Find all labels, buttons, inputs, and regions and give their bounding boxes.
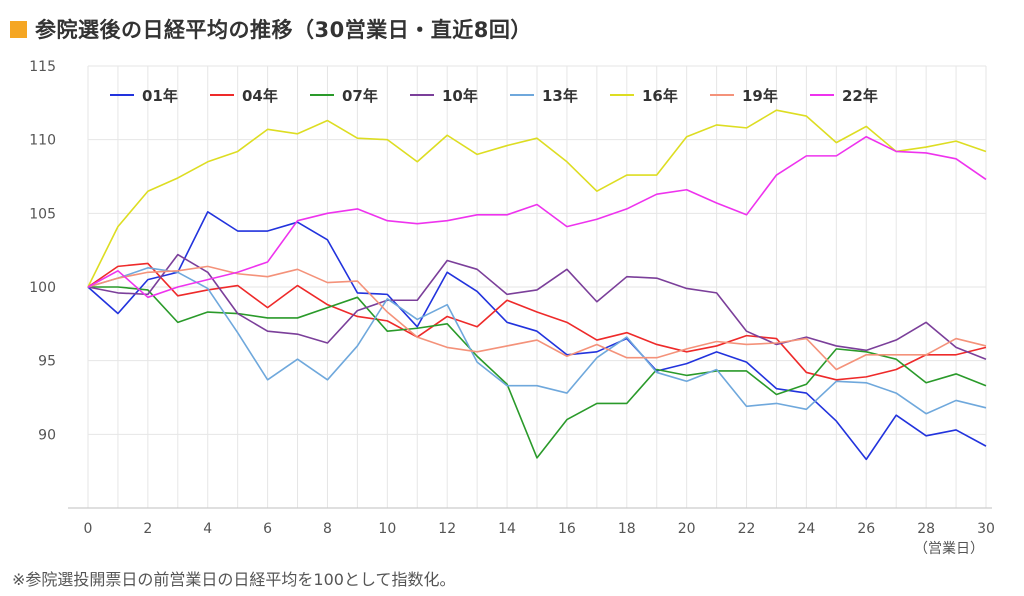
series-line-04年	[87, 262, 987, 381]
legend-label: 16年	[642, 87, 678, 105]
series-line-19年	[87, 265, 987, 371]
x-tick-label: 24	[797, 521, 815, 537]
legend-label: 01年	[142, 87, 178, 105]
legend-label: 19年	[742, 87, 778, 105]
legend-label: 13年	[542, 87, 578, 105]
legend: 01年 04年 07年 10年 13年 16年 19年 22年	[110, 87, 878, 105]
x-tick-label: 16	[558, 521, 576, 537]
chart-title-row: 参院選後の日経平均の推移（30営業日・直近8回）	[10, 12, 532, 46]
series-lines	[87, 109, 987, 461]
y-tick-label: 100	[29, 280, 56, 296]
x-axis-unit-label: （営業日）	[914, 541, 984, 557]
legend-label: 04年	[242, 87, 278, 105]
y-tick-label: 115	[29, 59, 56, 75]
x-tick-label: 30	[977, 521, 995, 537]
x-tick-label: 28	[917, 521, 935, 537]
legend-label: 07年	[342, 87, 378, 105]
footnote: ※参院選投開票日の前営業日の日経平均を100として指数化。	[12, 570, 456, 589]
x-tick-label: 22	[738, 521, 756, 537]
x-tick-label: 26	[857, 521, 875, 537]
series-line-10年	[87, 253, 987, 360]
x-tick-label: 2	[143, 521, 152, 537]
x-tick-label: 8	[323, 521, 332, 537]
x-tick-label: 14	[498, 521, 516, 537]
x-tick-label: 0	[84, 521, 93, 537]
x-tick-label: 4	[203, 521, 212, 537]
x-tick-label: 20	[678, 521, 696, 537]
y-tick-label: 110	[29, 133, 56, 149]
legend-label: 10年	[442, 87, 478, 105]
y-tick-label: 90	[38, 427, 56, 443]
x-tick-label: 12	[438, 521, 456, 537]
x-tick-label: 18	[618, 521, 636, 537]
chart-title: 参院選後の日経平均の推移（30営業日・直近8回）	[35, 18, 532, 42]
title-square-icon	[10, 20, 27, 38]
series-line-22年	[87, 135, 987, 299]
x-tick-label: 6	[263, 521, 272, 537]
series-line-13年	[87, 267, 987, 415]
x-tick-label: 10	[378, 521, 396, 537]
legend-label: 22年	[842, 87, 878, 105]
series-line-16年	[87, 109, 987, 288]
series-line-01年	[87, 211, 987, 461]
y-tick-label: 105	[29, 206, 56, 222]
y-tick-label: 95	[38, 354, 56, 370]
